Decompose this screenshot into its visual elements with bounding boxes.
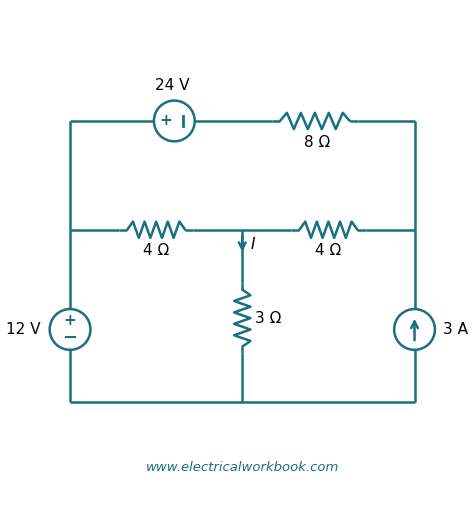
Text: +: + <box>64 313 76 328</box>
Text: 3 A: 3 A <box>443 322 468 337</box>
Text: 8 Ω: 8 Ω <box>304 135 330 149</box>
Text: I: I <box>250 237 255 252</box>
Text: 4 Ω: 4 Ω <box>315 243 342 259</box>
Text: 24 V: 24 V <box>155 78 189 93</box>
Text: −: − <box>63 329 78 347</box>
Text: www.electricalworkbook.com: www.electricalworkbook.com <box>146 461 339 474</box>
Text: 12 V: 12 V <box>6 322 41 337</box>
Text: +: + <box>159 113 172 128</box>
Text: 3 Ω: 3 Ω <box>255 311 281 326</box>
Text: 4 Ω: 4 Ω <box>143 243 169 259</box>
